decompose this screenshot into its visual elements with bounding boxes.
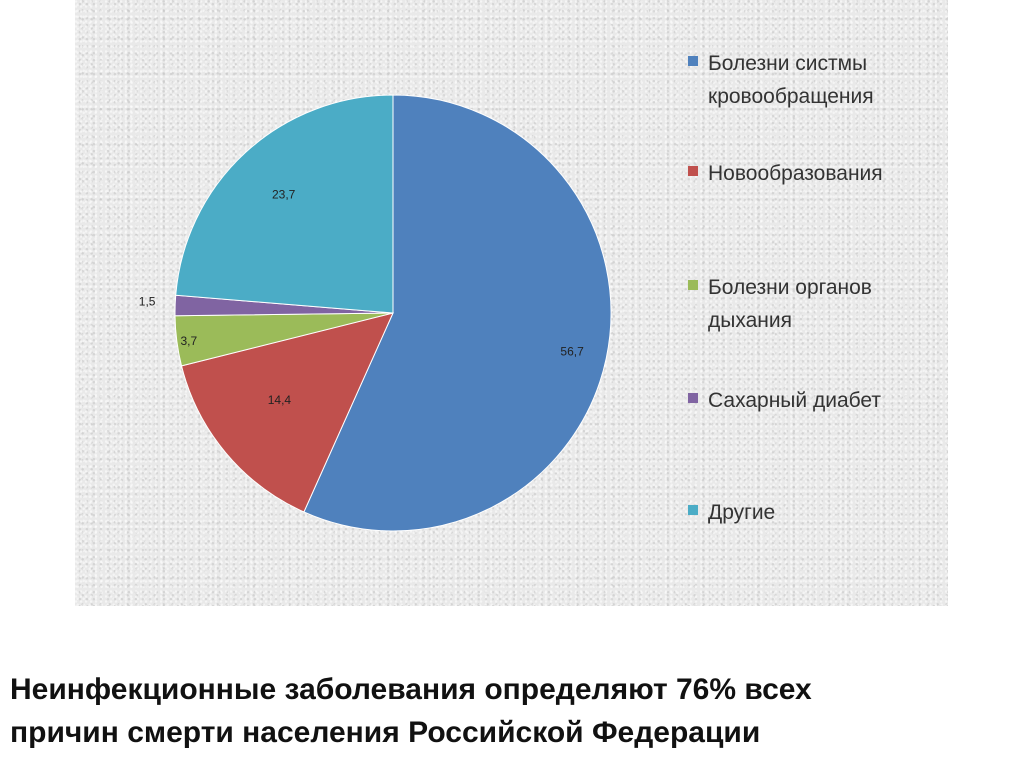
legend-swatch [688,280,698,290]
legend-label: Болезни органов дыхания [708,276,872,332]
legend-swatch [688,56,698,66]
slice-data-label-2: 14,4 [268,393,292,407]
slice-data-label-1: 56,7 [560,344,584,358]
slice-data-label-3: 3,7 [180,334,197,348]
legend-label: Болезни систмы кровообращения [708,52,874,108]
legend-swatch [688,393,698,403]
page-caption: Неинфекционные заболевания определяют 76… [10,673,812,749]
legend-label: Сахарный диабет [708,389,882,412]
legend-item-diabetes: Сахарный диабет [688,384,881,417]
slice-data-label-5: 23,7 [272,187,296,201]
legend-swatch [688,166,698,176]
pie-slice-2 [180,312,394,513]
pie-slice-5 [175,94,394,314]
legend-item-other: Другие [688,496,775,529]
legend-label: Другие [708,501,776,524]
legend-item-circulatory: Болезни систмы кровообращения [688,47,874,113]
legend-item-respiratory: Болезни органов дыхания [688,271,872,337]
legend-swatch [688,505,698,515]
slice-data-label-4: 1,5 [139,294,156,308]
legend-label: Новообразования [708,162,883,185]
pie-slice-1 [303,94,612,532]
legend-item-neoplasms: Новообразования [688,157,883,190]
